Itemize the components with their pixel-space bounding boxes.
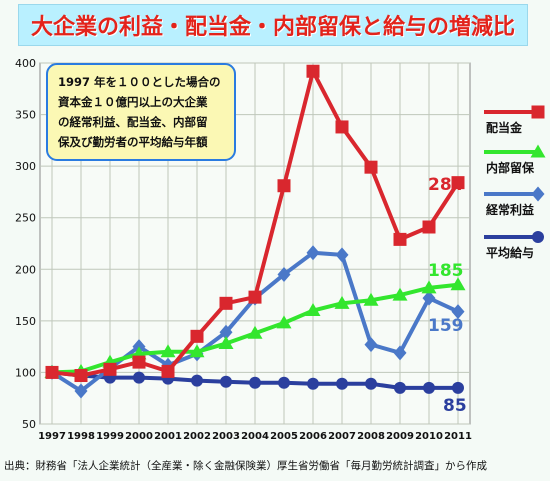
legend-label: 内部留保 [486,160,535,175]
point [307,377,319,390]
point [335,247,349,263]
note-line: 1997 年を１００とした場合の [58,75,221,89]
series-square [45,64,465,383]
point [365,377,377,390]
y-tick-label: 200 [15,263,36,276]
x-tick-label: 2003 [212,431,240,442]
point [306,245,320,261]
x-tick-label: 2009 [386,431,414,442]
point [189,344,205,358]
point [305,303,321,317]
note-line: の経常利益、配当金、内部留 [58,115,208,129]
x-tick-label: 2004 [241,431,269,442]
point [392,287,408,301]
note-line: 資本金１０億円以上の大企業 [58,95,208,109]
point [103,362,117,376]
point [531,105,545,119]
point [334,295,350,309]
x-tick-label: 2011 [444,431,472,442]
x-tick-label: 1997 [38,431,66,442]
chart-title: 大企業の利益・配当金・内部留保と給与の増減比 [30,15,515,40]
point [218,336,234,350]
x-tick-label: 2010 [415,431,443,442]
y-tick-label: 350 [15,109,36,122]
point [452,381,464,394]
y-tick-label: 300 [15,160,36,173]
point [45,365,59,379]
point [219,324,233,340]
point [132,355,146,369]
point [190,329,204,343]
point [306,64,320,78]
point [394,381,406,394]
x-tick-label: 2001 [154,431,182,442]
point [422,220,436,234]
note-line: 保及び勤労者の平均給与年額 [57,135,208,149]
point [248,290,262,304]
title-banner: 大企業の利益・配当金・内部留保と給与の増減比 [18,4,528,46]
point [220,375,232,388]
point [364,337,378,353]
x-tick-label: 2005 [270,431,298,442]
y-tick-label: 100 [15,366,36,379]
source-note: 出典：財務省「法人企業統計（全産業・除く金融保険業）厚生省労働省「毎月勤労統計調… [4,460,487,472]
point [364,160,378,174]
point [247,325,263,339]
note-box: 1997 年を１００とした場合の資本金１０億円以上の大企業の経常利益、配当金、内… [46,63,236,161]
point [191,374,203,387]
legend-item: 経常利益 [484,186,545,217]
point [276,315,292,329]
point [393,345,407,361]
x-tick-label: 1999 [96,431,124,442]
point [421,280,437,294]
note-box-frame [46,63,236,161]
y-tick-label: 400 [15,57,36,70]
y-tick-label: 250 [15,212,36,225]
point [161,364,175,378]
point [393,232,407,246]
point [451,176,465,190]
x-tick-label: 2008 [357,431,385,442]
legend-item: 平均給与 [484,231,544,260]
y-tick-label: 150 [15,315,36,328]
point [74,383,88,399]
point [278,376,290,389]
point [133,371,145,384]
point [363,292,379,306]
y-tick-label: 50 [22,418,36,431]
point [249,376,261,389]
x-tick-label: 1998 [67,431,95,442]
point [422,290,436,306]
x-tick-label: 2000 [125,431,153,442]
legend-item: 配当金 [484,105,545,135]
point [532,231,544,243]
point [450,277,466,291]
end-value-label: 185 [428,261,464,281]
legend-label: 配当金 [486,120,523,135]
legend-item: 内部留保 [484,144,546,175]
point [160,344,176,358]
legend-label: 平均給与 [486,245,534,260]
legend-label: 経常利益 [486,202,534,217]
x-tick-label: 2007 [328,431,356,442]
x-tick-label: 2006 [299,431,327,442]
end-value-label: 85 [443,396,467,416]
end-value-label: 159 [428,316,464,336]
point [219,296,233,310]
point [531,186,545,202]
point [423,381,435,394]
point [336,377,348,390]
point [74,369,88,383]
point [277,179,291,193]
point [530,144,546,158]
point [335,120,349,134]
point [277,266,291,282]
end-value-label: 284 [428,175,464,195]
x-tick-label: 2002 [183,431,211,442]
point [451,304,465,320]
